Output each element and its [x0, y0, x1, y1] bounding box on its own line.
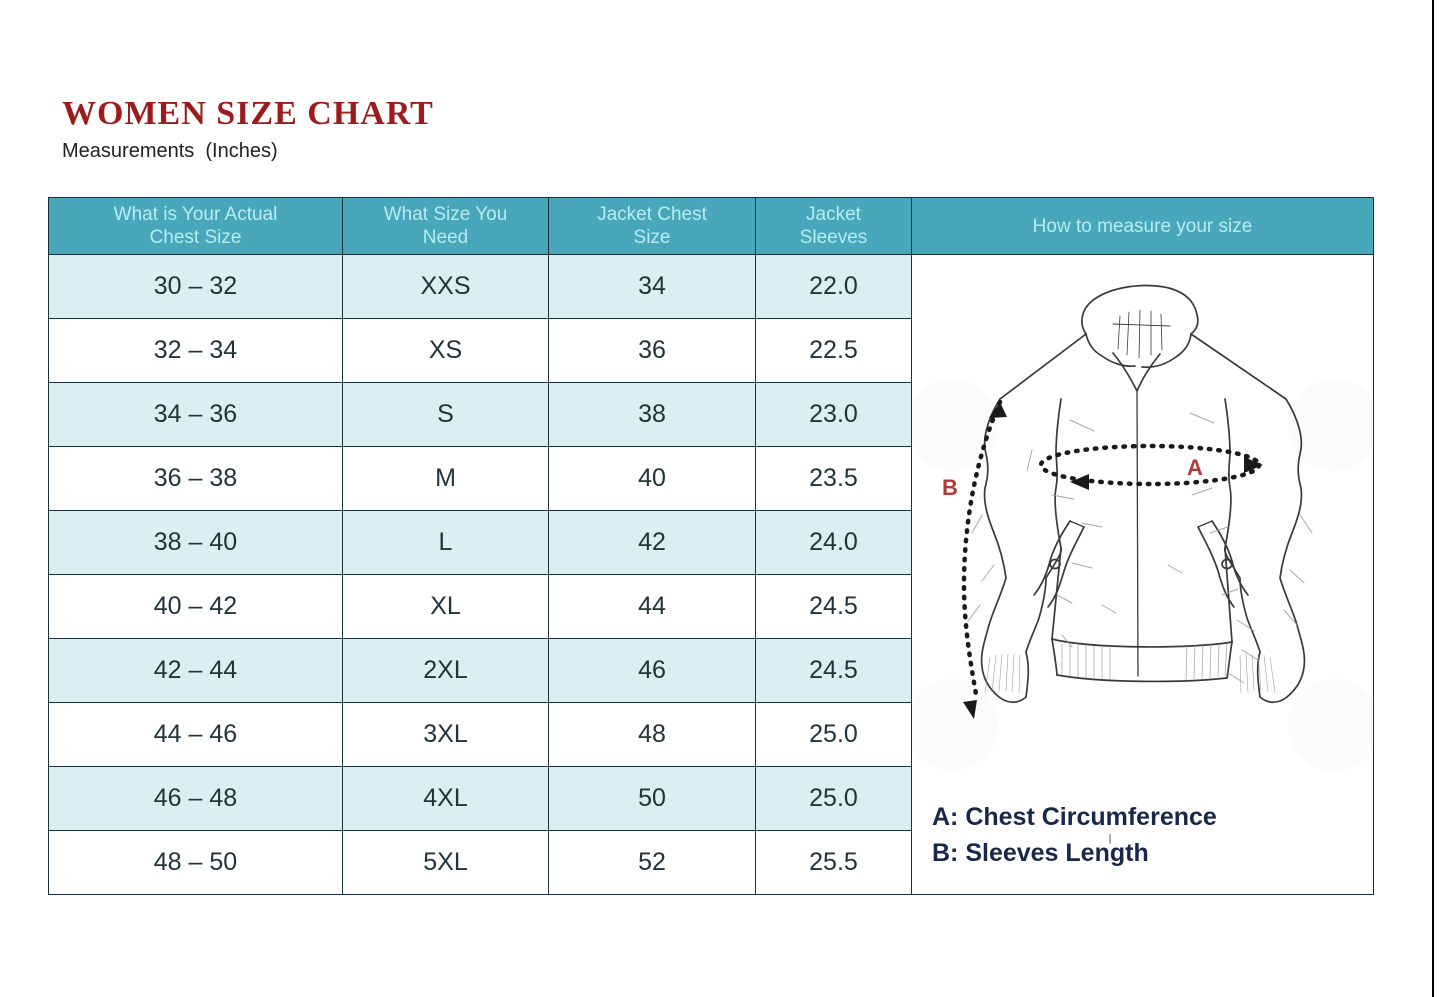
- svg-text:A: A: [1187, 455, 1203, 480]
- svg-text:B: B: [942, 475, 958, 500]
